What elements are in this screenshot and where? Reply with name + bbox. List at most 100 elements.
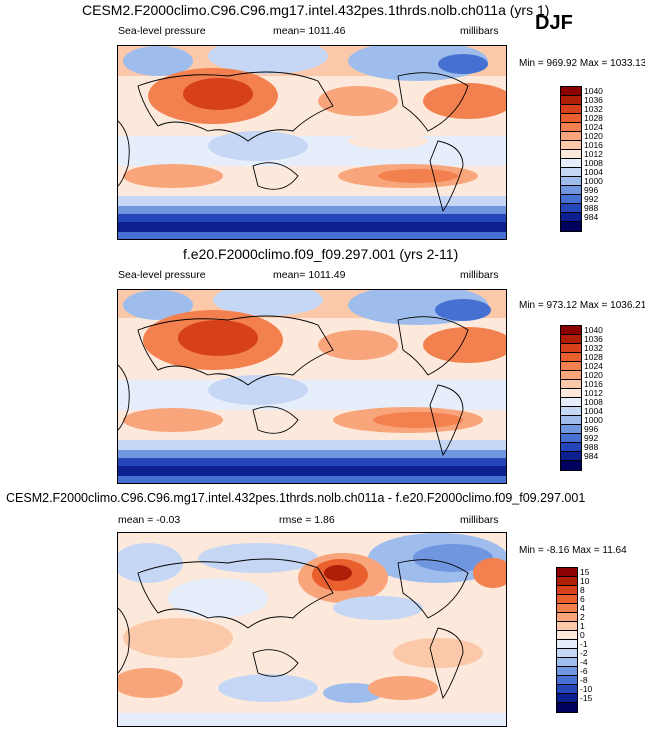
colorbar-label: 1004 xyxy=(584,406,603,416)
colorbar-label: -2 xyxy=(580,648,588,658)
colorbar-label: 1000 xyxy=(584,176,603,186)
colorbar-label: 1020 xyxy=(584,370,603,380)
panel-3-rmse: rmse = 1.86 xyxy=(279,514,335,526)
color-swatch xyxy=(561,380,581,389)
color-swatch xyxy=(561,87,581,96)
colorbar-label: 984 xyxy=(584,451,599,461)
color-swatch xyxy=(557,640,577,649)
color-swatch xyxy=(557,613,577,622)
color-swatch xyxy=(561,344,581,353)
colorbar-label: 1040 xyxy=(584,325,603,335)
colorbar-label: 15 xyxy=(580,567,590,577)
color-swatch xyxy=(557,658,577,667)
colorbar-label: 10 xyxy=(580,576,590,586)
colorbar-label: 1040 xyxy=(584,86,603,96)
color-swatch xyxy=(557,649,577,658)
colorbar-label: 1020 xyxy=(584,131,603,141)
colorbar-label: 1032 xyxy=(584,343,603,353)
color-swatch xyxy=(561,150,581,159)
colorbar-label: 988 xyxy=(584,203,599,213)
color-swatch xyxy=(561,362,581,371)
colorbar-label: -8 xyxy=(580,675,588,685)
color-swatch xyxy=(561,452,581,461)
colorbar-label: 1000 xyxy=(584,415,603,425)
colorbar-label: 1012 xyxy=(584,388,603,398)
panel-1-variable: Sea-level pressure xyxy=(118,25,206,37)
color-swatch xyxy=(557,703,577,712)
colorbar-label: 6 xyxy=(580,594,585,604)
color-swatch xyxy=(561,204,581,213)
colorbar-label: 1024 xyxy=(584,361,603,371)
colorbar-label: 1016 xyxy=(584,140,603,150)
color-swatch xyxy=(557,667,577,676)
color-swatch xyxy=(557,631,577,640)
color-swatch xyxy=(561,389,581,398)
color-swatch xyxy=(557,622,577,631)
colorbar-label: 1028 xyxy=(584,352,603,362)
colorbar-label: 1036 xyxy=(584,95,603,105)
panel-1-title: CESM2.F2000climo.C96.C96.mg17.intel.432p… xyxy=(82,2,550,18)
color-swatch xyxy=(561,105,581,114)
colorbar-label: 1 xyxy=(580,621,585,631)
color-swatch xyxy=(561,434,581,443)
panel-2-map xyxy=(117,289,507,484)
color-swatch xyxy=(561,353,581,362)
panel-2-title: f.e20.F2000climo.f09_f09.297.001 (yrs 2-… xyxy=(183,246,459,262)
colorbar-label: 4 xyxy=(580,603,585,613)
color-swatch xyxy=(557,577,577,586)
colorbar-label: 1016 xyxy=(584,379,603,389)
panel-2-minmax: Min = 973.12 Max = 1036.21 xyxy=(519,300,645,311)
color-swatch xyxy=(557,604,577,613)
color-swatch xyxy=(561,168,581,177)
colorbar-label: -1 xyxy=(580,639,588,649)
color-swatch xyxy=(561,335,581,344)
color-swatch xyxy=(561,141,581,150)
colorbar-label: 1008 xyxy=(584,397,603,407)
color-swatch xyxy=(561,96,581,105)
colorbar-label: -10 xyxy=(580,684,593,694)
colorbar-label: 8 xyxy=(580,585,585,595)
color-swatch xyxy=(557,685,577,694)
color-swatch xyxy=(561,407,581,416)
color-swatch xyxy=(561,123,581,132)
colorbar-label: 984 xyxy=(584,212,599,222)
panel-1-units: millibars xyxy=(460,25,499,37)
color-swatch xyxy=(561,159,581,168)
colorbar-label: -4 xyxy=(580,657,588,667)
colorbar-label: 988 xyxy=(584,442,599,452)
colorbar-label: 996 xyxy=(584,424,599,434)
panel-3-title: CESM2.F2000climo.C96.C96.mg17.intel.432p… xyxy=(6,491,586,505)
colorbar-label: 1004 xyxy=(584,167,603,177)
color-swatch xyxy=(561,186,581,195)
panel-3-map xyxy=(117,532,507,727)
color-swatch xyxy=(561,222,581,231)
color-swatch xyxy=(557,595,577,604)
panel-3-units: millibars xyxy=(460,514,499,526)
color-swatch xyxy=(561,371,581,380)
color-swatch xyxy=(561,114,581,123)
colorbar-label: 996 xyxy=(584,185,599,195)
colorbar-label: 992 xyxy=(584,194,599,204)
colorbar-label: 992 xyxy=(584,433,599,443)
colorbar-label: -6 xyxy=(580,666,588,676)
panel-2-units: millibars xyxy=(460,269,499,281)
panel-2-mean: mean= 1011.49 xyxy=(273,269,346,281)
colorbar-label: 1036 xyxy=(584,334,603,344)
color-swatch xyxy=(561,195,581,204)
season-label: DJF xyxy=(535,12,573,34)
panel-1-minmax: Min = 969.92 Max = 1033.13 xyxy=(519,58,645,69)
colorbar-label: 2 xyxy=(580,612,585,622)
color-swatch xyxy=(561,213,581,222)
panel-1-colorbar xyxy=(560,86,582,232)
color-swatch xyxy=(561,461,581,470)
panel-1-mean: mean= 1011.46 xyxy=(273,25,346,37)
color-swatch xyxy=(561,443,581,452)
panel-3-colorbar xyxy=(556,567,578,713)
colorbar-label: 1008 xyxy=(584,158,603,168)
color-swatch xyxy=(561,177,581,186)
color-swatch xyxy=(561,398,581,407)
color-swatch xyxy=(557,694,577,703)
color-swatch xyxy=(557,676,577,685)
colorbar-label: -15 xyxy=(580,693,593,703)
colorbar-label: 1028 xyxy=(584,113,603,123)
